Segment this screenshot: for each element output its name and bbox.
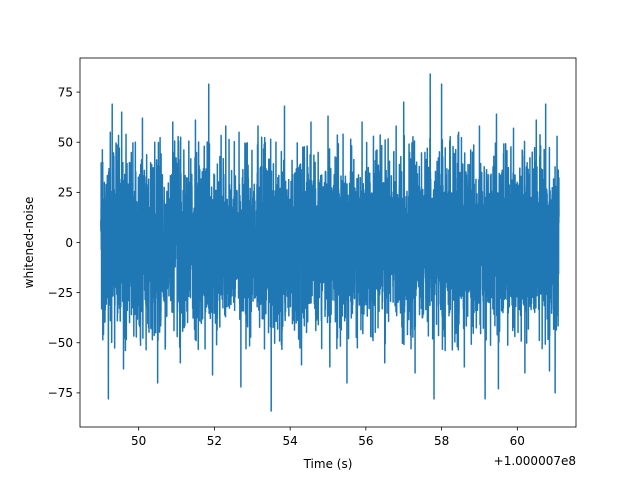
y-axis: −75 −50 −25 0 25 50 75 xyxy=(48,85,80,400)
x-tick-label: 58 xyxy=(434,434,449,448)
y-tick-label: −50 xyxy=(48,336,73,350)
y-tick-label: 25 xyxy=(58,186,73,200)
y-tick-label: −75 xyxy=(48,386,73,400)
x-tick-label: 54 xyxy=(282,434,297,448)
x-axis-label: Time (s) xyxy=(303,457,353,471)
y-tick-label: 50 xyxy=(58,136,73,150)
y-axis-label: whitened-noise xyxy=(22,197,36,289)
plot-data-layer xyxy=(100,73,560,412)
series-line-whitened-noise xyxy=(100,73,560,412)
y-tick-label: −25 xyxy=(48,286,73,300)
y-tick-label: 75 xyxy=(58,85,73,99)
x-axis: 50 52 54 56 58 60 xyxy=(131,427,525,448)
y-tick-label: 0 xyxy=(65,236,73,250)
x-tick-label: 52 xyxy=(207,434,222,448)
x-tick-label: 50 xyxy=(131,434,146,448)
x-tick-label: 56 xyxy=(358,434,373,448)
x-axis-offset-label: +1.000007e8 xyxy=(494,454,576,468)
x-tick-label: 60 xyxy=(510,434,525,448)
